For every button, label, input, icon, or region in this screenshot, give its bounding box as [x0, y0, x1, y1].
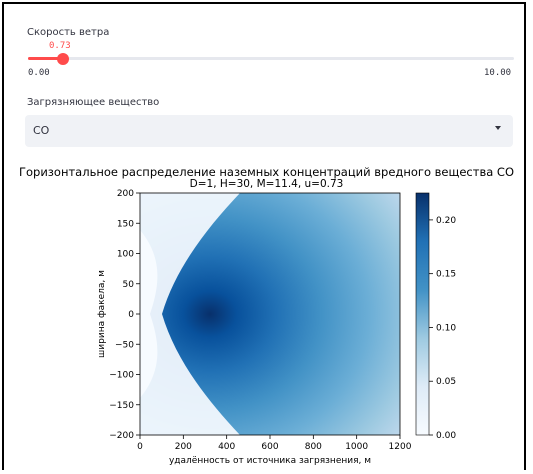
slider-fill	[28, 57, 64, 60]
x-tick-label: 200	[175, 442, 192, 452]
chevron-down-icon[interactable]	[495, 126, 501, 130]
x-tick-label: 1000	[345, 442, 368, 452]
pollutant-label: Загрязняющее вещество	[27, 97, 160, 108]
slider-max-label: 10.00	[484, 68, 512, 78]
y-tick-label: 100	[117, 250, 134, 260]
y-tick-label: 200	[117, 189, 134, 199]
chart-subtitle: D=1, H=30, M=11.4, u=0.73	[189, 178, 344, 190]
x-axis-label: удалённость от источника загрязнения, м	[169, 456, 371, 466]
colorbar-tick-label: 0.05	[436, 377, 456, 387]
colorbar-tick-label: 0.15	[436, 270, 456, 280]
slider-min-label: 0.00	[28, 68, 50, 78]
colorbar-tick-label: 0.10	[436, 323, 456, 333]
wind-speed-label: Скорость ветра	[27, 27, 110, 38]
slider-thumb[interactable]	[57, 53, 70, 65]
y-tick-label: −150	[109, 401, 134, 411]
pollutant-select[interactable]: CO	[25, 115, 513, 147]
x-axis: 0 200 400 600 800 1000 1200	[137, 435, 412, 452]
y-tick-label: 150	[117, 219, 134, 229]
x-tick-label: 600	[261, 442, 278, 452]
chart-title: Горизонтальное распределение наземных ко…	[18, 165, 515, 179]
y-axis: 200 150 100 50 0 −50 −100 −150 −200	[109, 189, 140, 441]
colorbar-ticks: 0.20 0.15 0.10 0.05 0.00	[429, 216, 456, 441]
y-tick-label: −50	[115, 340, 134, 350]
heatmap	[140, 193, 400, 435]
colorbar	[415, 192, 430, 436]
y-tick-label: −100	[109, 371, 134, 381]
slider-track[interactable]	[28, 57, 514, 60]
pollutant-select-value: CO	[33, 124, 50, 137]
y-tick-label: −200	[109, 431, 134, 441]
y-tick-label: 50	[123, 280, 135, 290]
x-tick-label: 1200	[389, 442, 412, 452]
x-tick-label: 800	[305, 442, 322, 452]
y-axis-label: ширина факела, м	[97, 270, 107, 358]
x-tick-label: 400	[218, 442, 235, 452]
colorbar-tick-label: 0.20	[436, 216, 456, 226]
wind-speed-value: 0.73	[49, 41, 71, 51]
x-tick-label: 0	[137, 442, 143, 452]
colorbar-tick-label: 0.00	[436, 431, 456, 441]
y-tick-label: 0	[128, 310, 134, 320]
